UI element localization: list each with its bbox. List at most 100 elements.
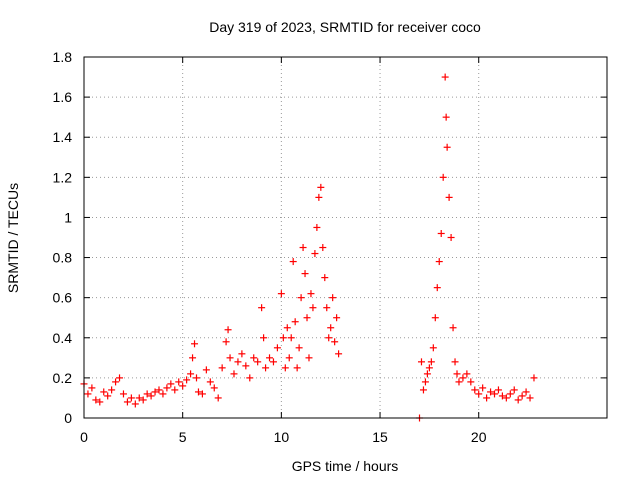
data-point bbox=[431, 314, 439, 322]
y-tick-label: 0 bbox=[64, 410, 72, 426]
data-point bbox=[471, 386, 479, 394]
data-point bbox=[210, 384, 218, 392]
data-point bbox=[151, 388, 159, 396]
data-point bbox=[258, 304, 266, 312]
data-points bbox=[80, 73, 538, 422]
data-point bbox=[159, 390, 167, 398]
data-point bbox=[283, 324, 291, 332]
x-tick-label: 15 bbox=[372, 429, 388, 445]
data-point bbox=[510, 386, 518, 394]
data-point bbox=[463, 370, 471, 378]
data-point bbox=[222, 338, 230, 346]
data-point bbox=[451, 358, 459, 366]
data-point bbox=[475, 390, 483, 398]
x-tick-label: 10 bbox=[274, 429, 290, 445]
data-point bbox=[317, 183, 325, 191]
y-tick-label: 0.8 bbox=[53, 250, 73, 266]
data-point bbox=[327, 324, 335, 332]
y-tick-label: 0.2 bbox=[53, 370, 73, 386]
data-point bbox=[325, 334, 333, 342]
data-point bbox=[108, 386, 116, 394]
data-point bbox=[299, 244, 307, 252]
data-point bbox=[455, 378, 463, 386]
data-point bbox=[183, 376, 191, 384]
x-tick-label: 5 bbox=[179, 429, 187, 445]
data-point bbox=[313, 223, 321, 231]
x-axis-label: GPS time / hours bbox=[292, 458, 399, 474]
y-axis-label: SRMTID / TECUs bbox=[5, 183, 21, 293]
data-point bbox=[522, 388, 530, 396]
data-point bbox=[459, 374, 467, 382]
data-point bbox=[494, 386, 502, 394]
x-tick-label: 0 bbox=[80, 429, 88, 445]
data-point bbox=[155, 386, 163, 394]
data-point bbox=[518, 392, 526, 400]
data-point bbox=[171, 386, 179, 394]
data-point bbox=[250, 354, 258, 362]
data-point bbox=[260, 334, 268, 342]
data-point bbox=[491, 390, 499, 398]
data-point bbox=[287, 334, 295, 342]
data-point bbox=[417, 358, 425, 366]
data-point bbox=[289, 258, 297, 266]
data-point bbox=[206, 378, 214, 386]
data-point bbox=[323, 304, 331, 312]
data-point bbox=[331, 338, 339, 346]
data-point bbox=[96, 398, 104, 406]
data-point bbox=[202, 366, 210, 374]
data-point bbox=[297, 294, 305, 302]
data-point bbox=[218, 364, 226, 372]
data-point bbox=[119, 390, 127, 398]
data-point bbox=[425, 364, 433, 372]
data-point bbox=[453, 370, 461, 378]
data-point bbox=[92, 396, 100, 404]
data-point bbox=[266, 354, 274, 362]
data-point bbox=[234, 358, 242, 366]
data-point bbox=[254, 358, 262, 366]
grid bbox=[84, 57, 607, 418]
data-point bbox=[187, 370, 195, 378]
data-point bbox=[192, 374, 200, 382]
data-point bbox=[321, 274, 329, 282]
data-point bbox=[295, 344, 303, 352]
data-point bbox=[139, 396, 147, 404]
chart-title: Day 319 of 2023, SRMTID for receiver coc… bbox=[209, 19, 481, 35]
data-point bbox=[84, 390, 92, 398]
data-point bbox=[104, 392, 112, 400]
y-tick-label: 0.6 bbox=[53, 290, 73, 306]
data-point bbox=[429, 344, 437, 352]
data-point bbox=[112, 378, 120, 386]
data-point bbox=[303, 314, 311, 322]
data-point bbox=[307, 290, 315, 298]
data-point bbox=[123, 398, 131, 406]
data-point bbox=[226, 354, 234, 362]
data-point bbox=[427, 358, 435, 366]
y-tick-label: 1.2 bbox=[53, 169, 73, 185]
data-point bbox=[315, 193, 323, 201]
data-point bbox=[277, 290, 285, 298]
y-tick-label: 0.4 bbox=[53, 330, 73, 346]
data-point bbox=[143, 390, 151, 398]
data-point bbox=[246, 374, 254, 382]
data-point bbox=[269, 358, 277, 366]
data-point bbox=[449, 324, 457, 332]
data-point bbox=[487, 388, 495, 396]
data-point bbox=[116, 374, 124, 382]
data-point bbox=[319, 244, 327, 252]
data-point bbox=[242, 362, 250, 370]
data-point bbox=[433, 284, 441, 292]
axis-ticks: 0 0.2 0.4 0.6 0.8 1 1.2 1.4 1.6 1.8 0 5 10 15 20 bbox=[53, 49, 607, 445]
data-point bbox=[167, 380, 175, 388]
data-point bbox=[189, 354, 197, 362]
data-point bbox=[285, 354, 293, 362]
data-point bbox=[530, 374, 538, 382]
data-point bbox=[502, 394, 510, 402]
data-point bbox=[279, 334, 287, 342]
data-point bbox=[175, 378, 183, 386]
data-point bbox=[311, 250, 319, 258]
data-point bbox=[447, 234, 455, 241]
data-point bbox=[131, 400, 139, 408]
data-point bbox=[335, 350, 343, 358]
data-point bbox=[467, 378, 475, 386]
